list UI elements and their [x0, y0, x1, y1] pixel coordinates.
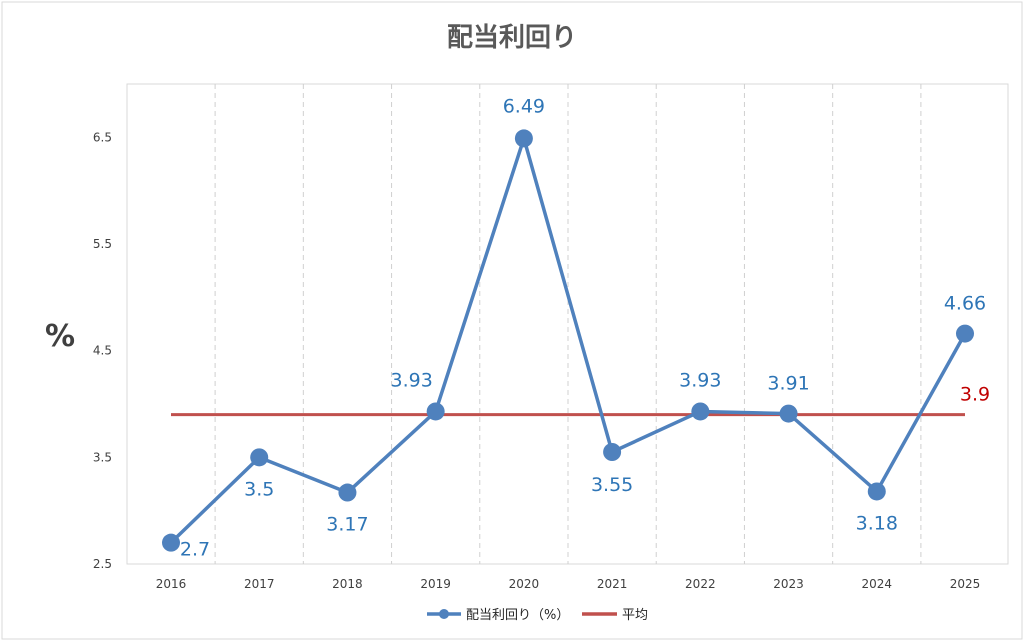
- data-label: 3.55: [591, 474, 633, 496]
- legend: 配当利回り（%） 平均: [427, 608, 648, 623]
- data-label: 3.5: [244, 478, 274, 500]
- data-label: 3.18: [856, 512, 898, 534]
- data-point: [514, 129, 533, 148]
- x-tick-label: 2018: [332, 577, 363, 591]
- legend-label-yield: 配当利回り（%）: [466, 608, 569, 623]
- x-tick-label: 2016: [156, 577, 187, 591]
- x-tick-label: 2024: [862, 577, 893, 591]
- data-label: 6.49: [503, 95, 545, 117]
- data-label: 3.91: [767, 373, 809, 395]
- data-label: 2.7: [180, 539, 210, 561]
- x-tick-label: 2021: [597, 577, 628, 591]
- data-point: [162, 533, 180, 552]
- data-point: [250, 448, 269, 467]
- data-label: 3.93: [679, 369, 721, 391]
- x-tick-label: 2023: [773, 577, 804, 591]
- grid-lines: [214, 84, 922, 564]
- x-tick-label: 2025: [950, 577, 981, 591]
- y-tick-label: 6.5: [93, 130, 112, 144]
- data-point: [691, 402, 710, 421]
- y-tick-label: 4.5: [93, 344, 112, 358]
- data-point: [426, 402, 445, 421]
- x-tick-label: 2022: [685, 577, 716, 591]
- data-label: 4.66: [944, 293, 986, 315]
- data-point: [779, 404, 798, 423]
- x-tick-label: 2020: [509, 577, 540, 591]
- data-labels: 2.7 3.5 3.17 3.93 6.49 3.55 3.93 3.91 3.18 4.66: [180, 95, 986, 560]
- y-tick-label: 2.5: [93, 557, 112, 571]
- yield-series: [162, 129, 974, 552]
- x-tick-label: 2019: [420, 577, 451, 591]
- legend-marker-yield: [439, 609, 449, 619]
- data-point: [338, 483, 357, 502]
- data-point: [956, 324, 974, 343]
- data-point: [867, 482, 886, 501]
- average-series: 3.9: [171, 384, 990, 417]
- y-tick-label: 3.5: [93, 450, 112, 464]
- data-point: [603, 443, 622, 461]
- y-axis-ticks: 2.5 3.5 4.5 5.5 6.5: [93, 130, 112, 571]
- x-axis-ticks: 2016 2017 2018 2019 2020 2021 2022 2023 2024 2025: [156, 577, 981, 591]
- y-tick-label: 5.5: [93, 237, 112, 251]
- x-tick-label: 2017: [244, 577, 275, 591]
- average-data-label: 3.9: [960, 384, 990, 406]
- data-label: 3.93: [391, 369, 433, 391]
- y-axis-label: %: [45, 319, 75, 354]
- data-label: 3.17: [326, 514, 368, 536]
- series-line: [169, 136, 967, 544]
- legend-label-average: 平均: [622, 608, 648, 623]
- chart-title: 配当利回り: [447, 23, 577, 53]
